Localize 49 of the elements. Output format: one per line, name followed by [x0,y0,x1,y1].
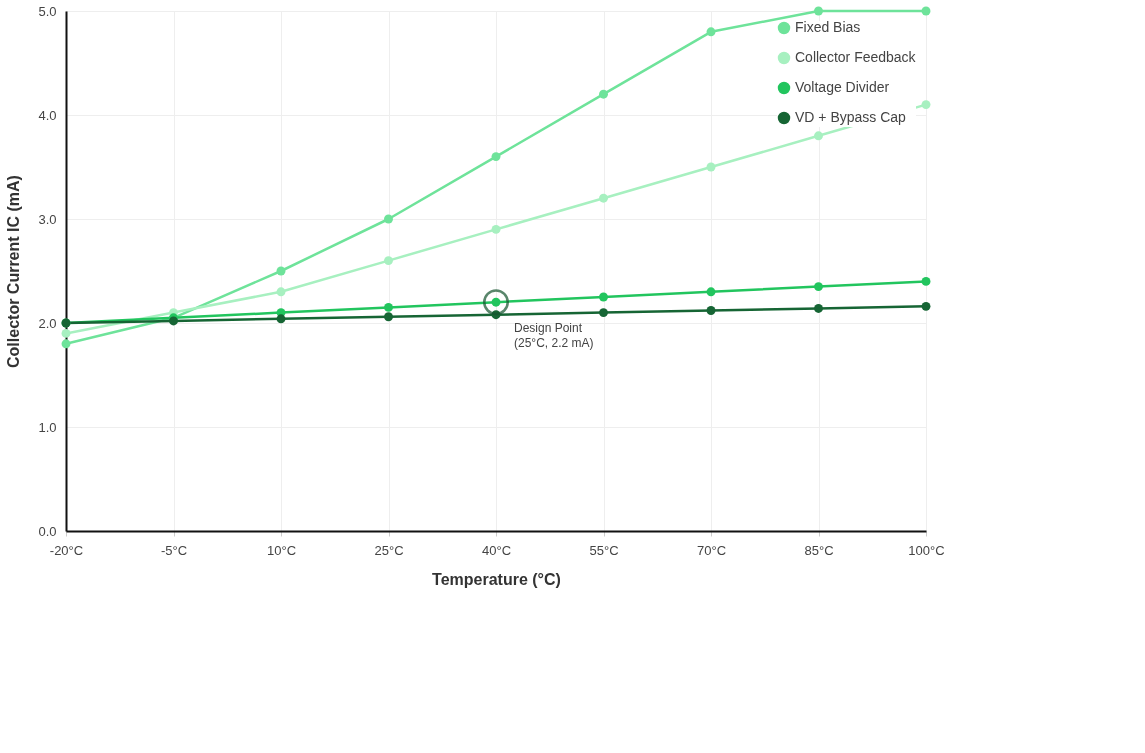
point [491,224,501,234]
y-axis-title: Collector Current IC (mA) [5,175,23,368]
legend-label: Fixed Bias [795,19,861,35]
point [599,89,608,99]
point [706,287,716,297]
point [384,312,393,322]
x-tick-label: 85°C [804,542,834,558]
x-tick-label: 70°C [696,542,727,558]
y-tick-label: 2.0 [38,315,57,331]
x-axis-title: Temperature (°C) [432,570,561,588]
point [706,162,716,172]
point [814,131,823,141]
point [921,301,931,311]
legend-label: Collector Feedback [795,49,917,65]
point [706,27,716,37]
x-tick-label: -20°C [49,542,84,558]
y-tick-label: 5.0 [38,3,57,19]
point [814,282,823,292]
y-tick-label: 0.0 [38,523,57,539]
point [921,276,931,286]
x-tick-label: 100°C [908,542,945,558]
y-tick-label: 1.0 [38,419,57,435]
point [599,308,608,318]
point [599,193,608,203]
point [814,303,823,313]
point [384,256,393,266]
x-tick-label: 10°C [266,542,297,558]
point [921,100,931,110]
point [706,306,716,315]
point [921,6,931,16]
legend-label: Voltage Divider [795,79,890,95]
point [384,214,393,224]
point [61,328,71,338]
point [61,339,71,349]
x-tick-label: 55°C [589,542,619,558]
point [276,287,286,297]
point [491,152,501,162]
annotation: Design Point (25°C, 2.2 mA) [514,321,594,351]
y-tick-label: 3.0 [38,211,57,227]
point [276,266,286,276]
point [599,292,608,302]
legend-label: VD + Bypass Cap [795,109,907,125]
x-tick-label: 25°C [374,542,404,558]
y-tick-label: 4.0 [38,107,57,123]
point [814,6,823,16]
point [276,314,286,324]
x-tick-label: -5°C [160,542,188,558]
x-tick-label: 40°C [481,542,512,558]
point [384,302,393,312]
